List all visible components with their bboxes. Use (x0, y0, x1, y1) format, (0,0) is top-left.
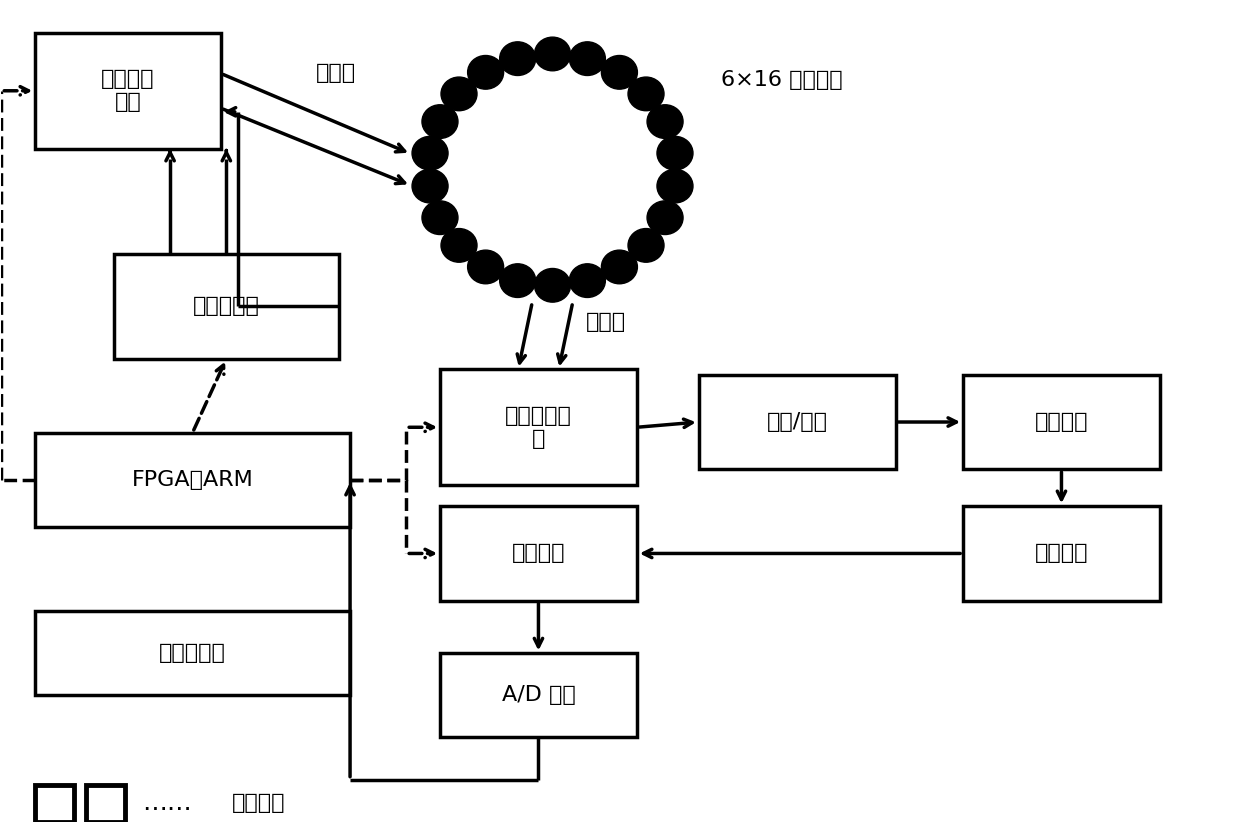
Circle shape (412, 137, 448, 170)
Text: 交直转换: 交直转换 (1034, 412, 1089, 432)
Bar (35, 611, 350, 695)
Circle shape (412, 170, 448, 203)
Circle shape (601, 250, 637, 284)
Text: 采集通道选
择: 采集通道选 择 (505, 406, 572, 449)
Circle shape (647, 105, 683, 138)
Circle shape (627, 77, 663, 111)
Text: A/D 采样: A/D 采样 (502, 686, 575, 705)
Circle shape (569, 42, 605, 76)
Circle shape (422, 201, 458, 235)
Bar (440, 370, 637, 485)
Circle shape (441, 229, 477, 263)
Circle shape (534, 268, 570, 302)
Circle shape (441, 77, 477, 111)
Text: 恒流源: 恒流源 (316, 63, 356, 83)
Bar (440, 506, 637, 601)
Text: 6×16 电极阵列: 6×16 电极阵列 (722, 70, 843, 91)
Circle shape (467, 55, 503, 89)
Bar (35, 33, 221, 149)
Circle shape (601, 55, 637, 89)
Circle shape (627, 229, 663, 263)
Circle shape (657, 137, 693, 170)
Text: 放大/滤波: 放大/滤波 (766, 412, 827, 432)
Circle shape (422, 105, 458, 138)
Bar (698, 374, 895, 469)
Circle shape (500, 42, 536, 76)
Circle shape (500, 264, 536, 297)
Bar (963, 374, 1159, 469)
Text: 程控放大: 程控放大 (512, 543, 565, 564)
Circle shape (657, 170, 693, 203)
Bar (440, 653, 637, 737)
Bar (35, 785, 74, 821)
Bar (114, 253, 339, 359)
Text: 低通滤波: 低通滤波 (1034, 543, 1089, 564)
Text: 电压值: 电压值 (587, 312, 626, 332)
Text: 网络服务器: 网络服务器 (159, 644, 226, 663)
Text: 激励恒流源: 激励恒流源 (193, 296, 259, 316)
Text: 激励通道
选择: 激励通道 选择 (102, 69, 155, 113)
Bar (963, 506, 1159, 601)
Circle shape (467, 250, 503, 284)
Circle shape (534, 37, 570, 71)
Text: 应用节点: 应用节点 (232, 793, 285, 813)
Bar (86, 785, 125, 821)
Circle shape (569, 264, 605, 297)
Circle shape (647, 201, 683, 235)
Text: FPGA、ARM: FPGA、ARM (131, 470, 253, 490)
Text: ……: …… (143, 791, 192, 816)
Bar (35, 433, 350, 528)
